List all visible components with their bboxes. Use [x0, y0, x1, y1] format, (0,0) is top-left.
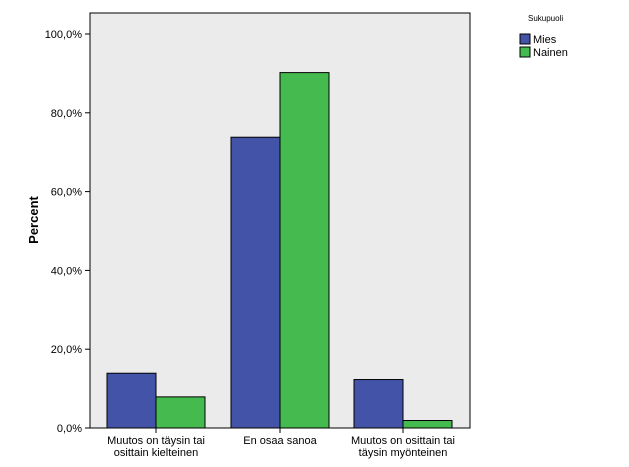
- x-tick-label: Muutos on täysin tai osittain kielteinen: [107, 435, 205, 459]
- legend-swatch-mies: [519, 33, 531, 45]
- y-tick-label: 60,0%: [51, 187, 82, 199]
- bar-nainen-0: [155, 396, 206, 429]
- x-tick-label: Muutos on osittain tai täysin myönteinen: [351, 435, 455, 459]
- y-tick-label: 40,0%: [51, 265, 82, 277]
- y-tick-label: 100,0%: [45, 29, 83, 41]
- y-tick-label: 80,0%: [51, 108, 82, 120]
- x-axis: Muutos on täysin tai osittain kielteinen E…: [107, 428, 455, 459]
- bar-nainen-2: [402, 420, 453, 429]
- bar-mies-0: [106, 372, 157, 429]
- x-tick-label: En osaa sanoa: [243, 435, 317, 447]
- bar-mies-2: [353, 379, 404, 429]
- y-axis: 0,0% 20,0% 40,0% 60,0% 80,0% 100,0%: [45, 29, 90, 435]
- y-tick-label: 0,0%: [57, 423, 82, 435]
- y-axis-title: Percent: [26, 195, 41, 243]
- bars: [106, 72, 453, 429]
- legend-swatch-nainen: [519, 46, 531, 58]
- y-tick-label: 20,0%: [51, 344, 82, 356]
- legend-title: Sukupuoli: [528, 14, 563, 23]
- legend-label-mies: Mies: [533, 34, 557, 46]
- bar-nainen-1: [279, 72, 330, 429]
- legend-label-nainen: Nainen: [533, 47, 568, 59]
- bar-mies-1: [230, 136, 281, 429]
